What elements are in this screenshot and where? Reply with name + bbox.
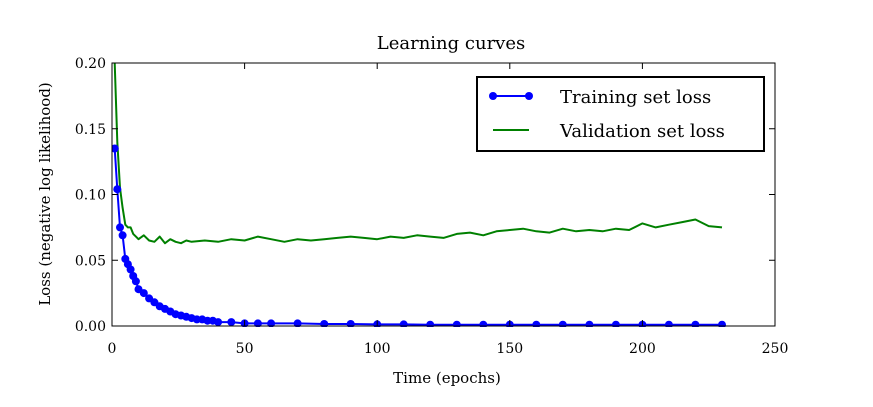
legend-training-label: Training set loss [560, 87, 711, 108]
training-loss-point [139, 289, 148, 298]
training-loss-point [320, 320, 329, 327]
training-loss-point [126, 265, 135, 274]
y-tick-label: 0.05 [75, 253, 106, 269]
legend-training-marker-right [525, 92, 533, 100]
x-tick-label: 0 [108, 341, 117, 357]
y-tick-label: 0.20 [75, 56, 106, 72]
training-loss-point [116, 223, 124, 232]
legend-validation-label: Validation set loss [559, 121, 725, 142]
y-tick-label: 0.15 [75, 122, 106, 138]
x-axis-label: Time (epochs) [393, 369, 501, 387]
plot-area [112, 63, 726, 327]
training-loss-point [214, 318, 223, 327]
training-loss-point [293, 319, 302, 327]
training-loss-point [718, 320, 726, 327]
ticks-layer: 0 50 100 150 200 250 0.00 0.05 0.10 0.15 0.20 [75, 56, 789, 357]
x-tick-label: 100 [364, 341, 391, 357]
y-tick-label: 0.00 [75, 319, 106, 335]
training-loss-point [131, 277, 140, 286]
x-tick-label: 150 [496, 341, 523, 357]
training-loss-point [611, 320, 620, 327]
training-loss-point [227, 318, 236, 327]
training-loss-point [253, 319, 262, 327]
y-tick-label: 0.10 [75, 188, 106, 204]
legend: Training set loss Validation set loss [476, 76, 765, 152]
validation-loss-line [113, 63, 723, 245]
training-loss-point [346, 320, 355, 327]
training-loss-point [558, 320, 567, 327]
y-axis-label: Loss (negative log likelihood) [36, 82, 54, 306]
training-loss-point [452, 320, 461, 327]
legend-training-marker-left [489, 92, 497, 100]
training-loss-point [118, 231, 127, 240]
legend-box [476, 76, 765, 152]
training-loss-point [532, 320, 541, 327]
training-loss-point [664, 320, 673, 327]
chart-title: Learning curves [377, 33, 525, 54]
x-tick-label: 250 [762, 341, 789, 357]
training-loss-point [585, 320, 594, 327]
training-loss-point [113, 185, 122, 194]
training-loss-point [267, 319, 276, 327]
x-tick-label: 50 [236, 341, 254, 357]
training-loss-point [426, 320, 435, 327]
training-loss-point [691, 320, 700, 327]
training-loss-point [399, 320, 408, 327]
training-loss-point [112, 144, 119, 153]
series-layer [112, 63, 726, 327]
x-tick-label: 200 [629, 341, 656, 357]
training-loss-point [479, 320, 488, 327]
